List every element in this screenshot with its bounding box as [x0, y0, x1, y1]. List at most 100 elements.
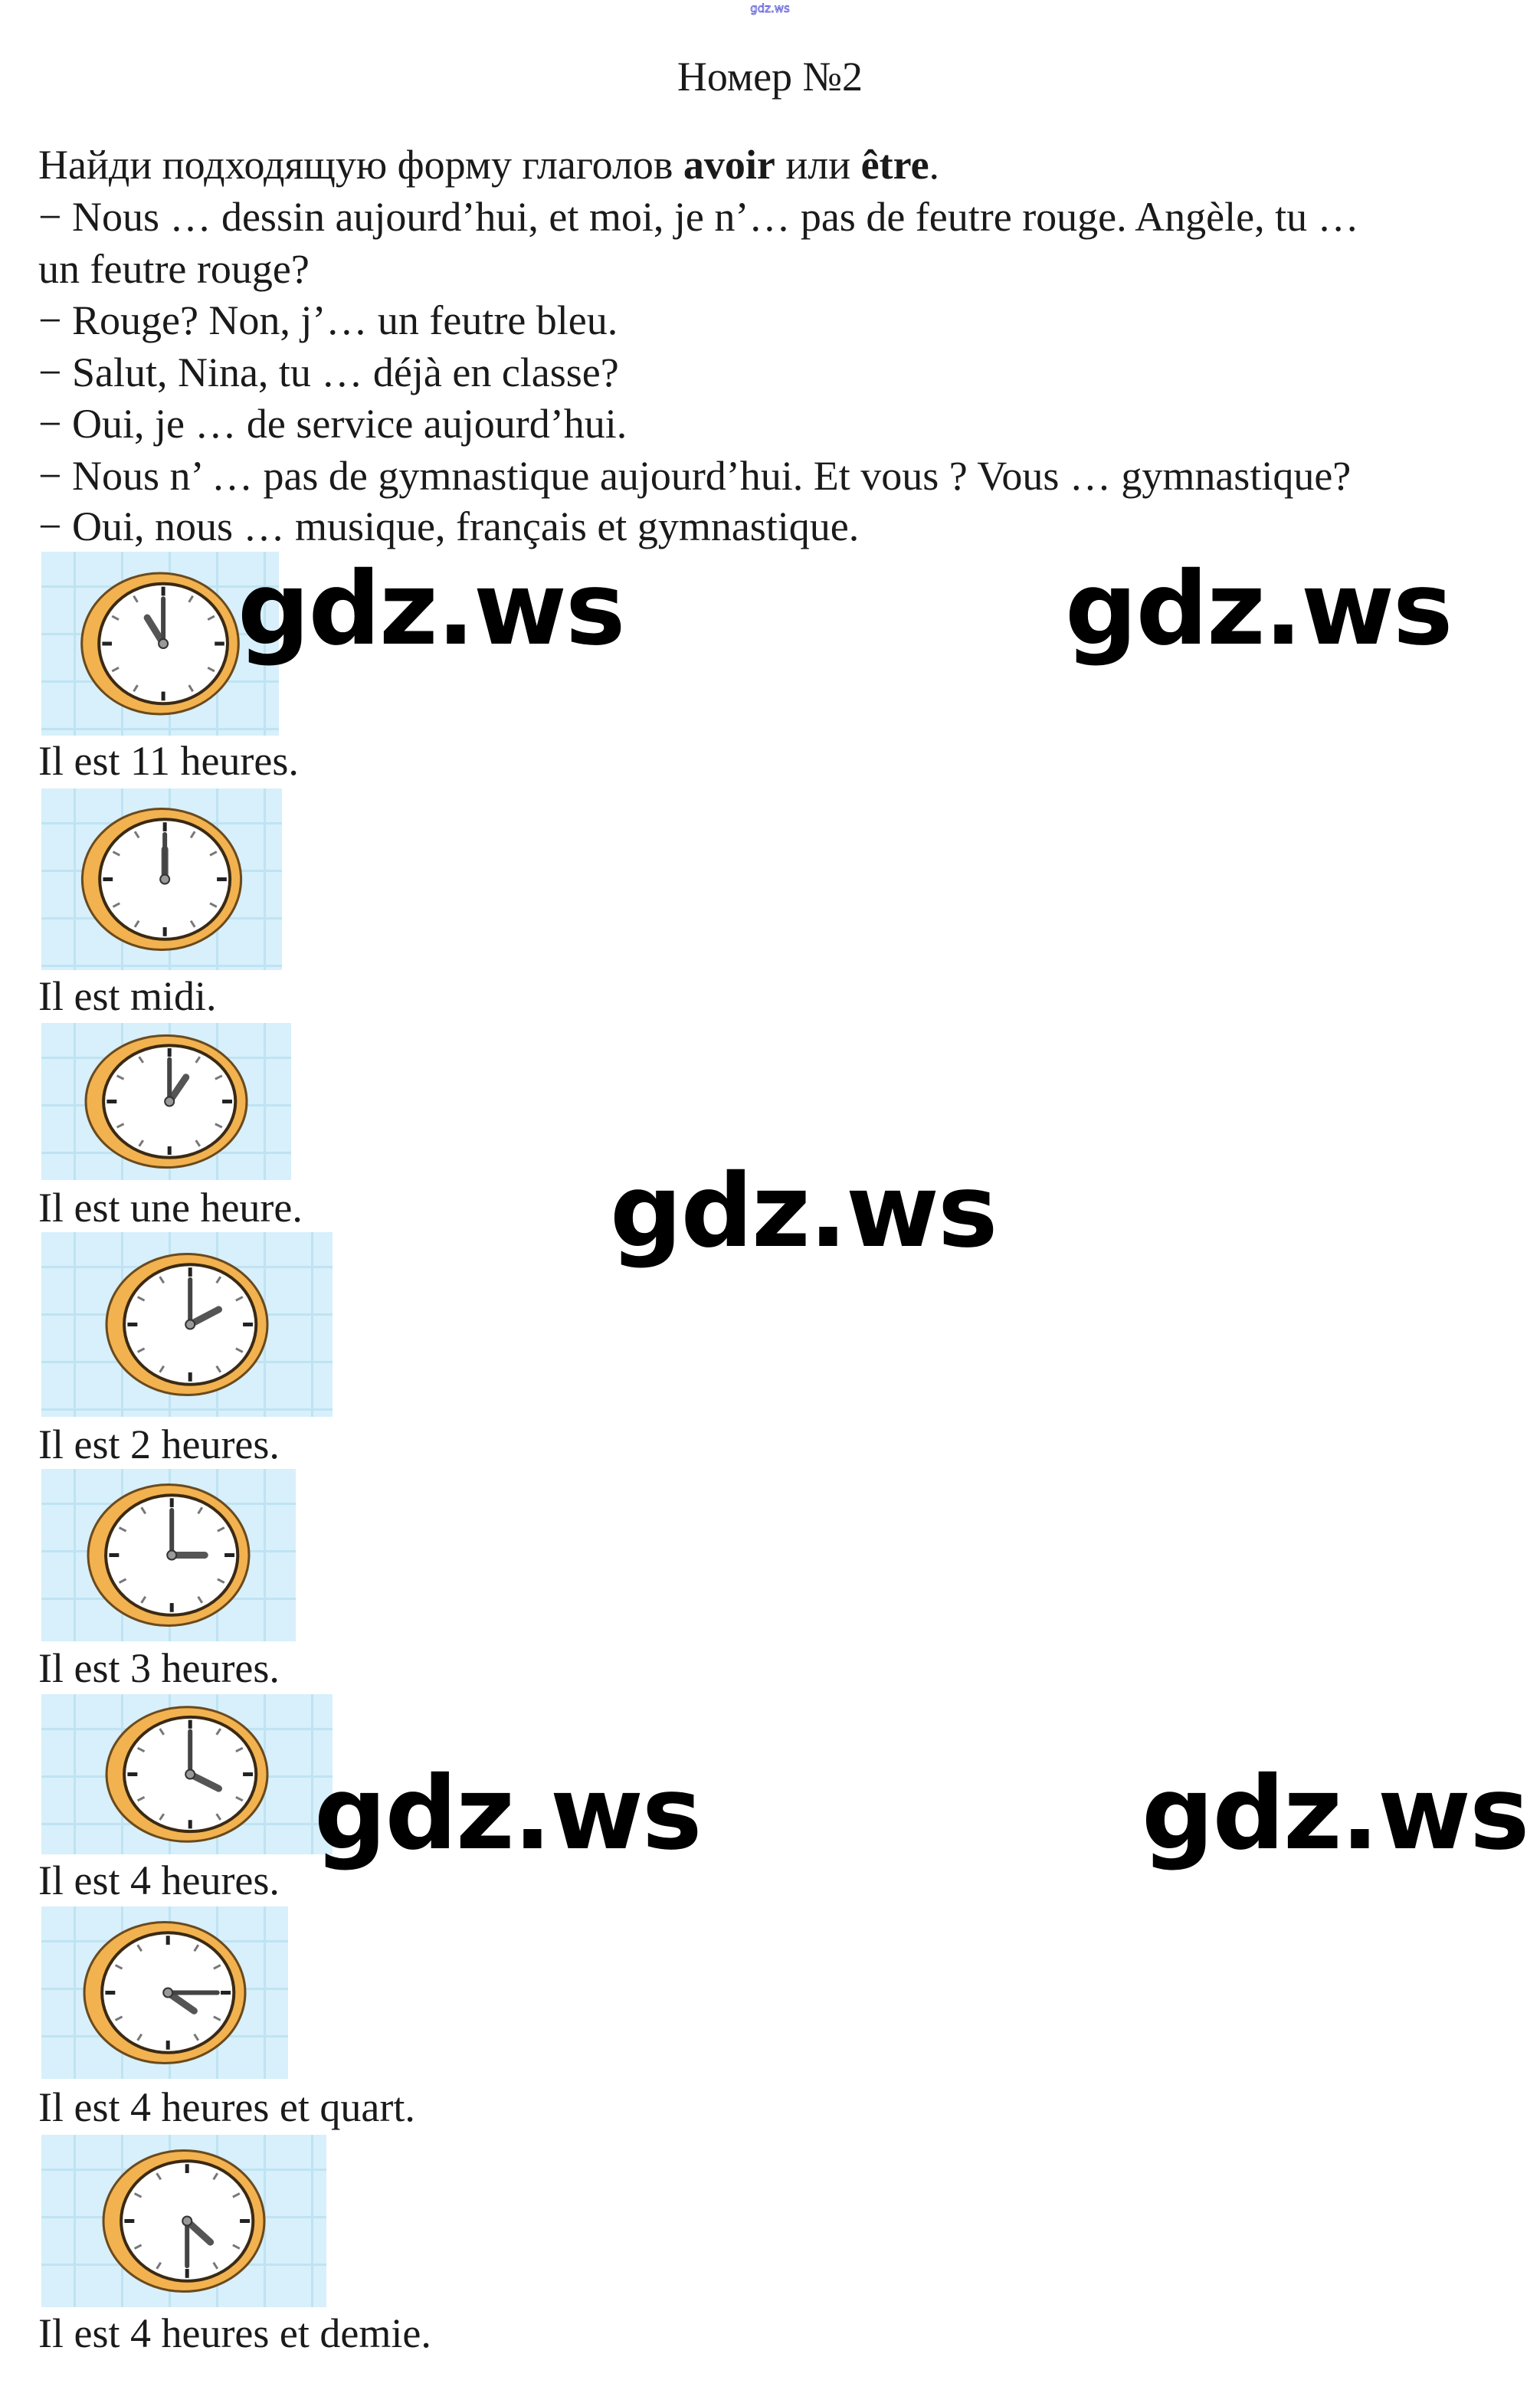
clock-tick: [215, 1276, 222, 1284]
answer-caption: Il est midi.: [38, 973, 217, 1019]
clock-tick: [136, 1347, 146, 1353]
clock-image: [41, 1023, 291, 1180]
watermark: gdz.ws: [238, 550, 625, 668]
clock-tick: [212, 2261, 219, 2270]
clock-tick: [136, 2033, 143, 2041]
answer-caption: Il est 2 heures.: [38, 1421, 280, 1467]
clock-icon: [83, 1921, 247, 2064]
answer-caption: Il est 11 heures.: [38, 738, 299, 784]
clock-tick: [118, 1578, 127, 1584]
clock-tick: [232, 2192, 241, 2198]
clock-center: [159, 874, 171, 885]
clock-tick: [159, 1728, 165, 1736]
clock-tick: [133, 595, 139, 603]
task-instruction: Найди подходящую форму глаголов avoir ил…: [38, 140, 939, 189]
clock-tick: [235, 1347, 244, 1353]
clock-icon: [102, 2149, 266, 2293]
clock-tick: [136, 1944, 143, 1952]
clock-center: [166, 1549, 178, 1561]
clock-tick: [140, 1595, 147, 1604]
clock-center: [164, 1096, 175, 1107]
clock-tick: [133, 2192, 143, 2198]
watermark: gdz.ws: [610, 1152, 998, 1270]
clock-image: [41, 552, 279, 736]
clock-tick: [209, 902, 218, 908]
clock-tick: [235, 1746, 244, 1752]
clock-tick: [207, 615, 215, 621]
clock-tick: [235, 1296, 244, 1302]
clock-tick: [111, 666, 120, 673]
clock-tick: [159, 1813, 165, 1821]
clock-tick: [193, 2033, 200, 2041]
clock-tick: [197, 1595, 204, 1604]
answer-caption: Il est 4 heures et quart.: [38, 2084, 415, 2130]
task-prefix: Найди подходящую форму глаголов: [38, 142, 683, 188]
verb-etre: être: [860, 142, 929, 188]
answer-caption: Il est une heure.: [38, 1185, 303, 1231]
dialogue-line: − Nous … dessin aujourd’hui, et moi, je …: [38, 194, 1359, 240]
clock-tick: [207, 666, 215, 673]
clock-icon: [87, 1483, 251, 1627]
clock-tick: [212, 2172, 219, 2181]
clock-tick: [197, 1506, 204, 1515]
clock-tick: [215, 1728, 222, 1736]
clock-tick: [195, 1139, 202, 1147]
clock-tick: [156, 2261, 162, 2270]
clock-tick: [156, 2172, 162, 2181]
dialogue-line: − Salut, Nina, tu … déjà en classe?: [38, 349, 619, 395]
clock-tick: [159, 1276, 165, 1284]
dialogue-line: − Nous n’ … pas de gymnastique aujourd’h…: [38, 453, 1352, 499]
clock-icon: [105, 1706, 269, 1843]
clock-image: [41, 788, 282, 970]
clock-tick: [136, 1746, 146, 1752]
clock-tick: [189, 920, 196, 928]
clock-tick: [235, 1796, 244, 1802]
clock-tick: [217, 1578, 225, 1584]
clock-tick: [188, 595, 194, 603]
hour-hand: [186, 1306, 222, 1328]
task-middle: или: [775, 142, 861, 188]
clock-tick: [133, 684, 139, 693]
clock-icon: [84, 1034, 248, 1169]
clock-image: [41, 1232, 333, 1417]
clock-image: [41, 1469, 296, 1641]
clock-tick: [114, 1964, 123, 1970]
watermark: gdz.ws: [314, 1755, 702, 1873]
clock-tick: [215, 1074, 223, 1080]
clock-tick: [116, 1123, 125, 1129]
clock-icon: [80, 808, 243, 951]
clock-center: [158, 638, 169, 649]
task-suffix: .: [929, 142, 940, 188]
answer-caption: Il est 4 heures.: [38, 1857, 280, 1903]
clock-tick: [112, 902, 120, 908]
clock-tick: [189, 831, 196, 839]
clock-tick: [116, 1074, 125, 1080]
clock-tick: [133, 920, 140, 928]
clock-image: [41, 2135, 326, 2307]
clock-image: [41, 1694, 333, 1854]
clock-tick: [215, 1813, 222, 1821]
clock-tick: [217, 1526, 225, 1533]
page-title: Номер №2: [677, 54, 863, 100]
clock-tick: [136, 1796, 146, 1802]
clock-tick: [118, 1526, 127, 1533]
clock-tick: [215, 1365, 222, 1373]
clock-tick: [213, 2015, 221, 2021]
dialogue-line: − Rouge? Non, j’… un feutre bleu.: [38, 297, 618, 343]
clock-tick: [195, 1056, 202, 1064]
clock-tick: [133, 831, 140, 839]
top-watermark: gdz.ws: [750, 2, 790, 16]
clock-icon: [105, 1253, 269, 1396]
watermark: gdz.ws: [1142, 1755, 1529, 1873]
clock-tick: [193, 1944, 200, 1952]
clock-image: [41, 1906, 288, 2079]
clock-tick: [138, 1056, 145, 1064]
clock-tick: [136, 1296, 146, 1302]
clock-center: [182, 2215, 193, 2227]
clock-tick: [188, 684, 194, 693]
watermark: gdz.ws: [1065, 550, 1453, 668]
clock-tick: [215, 1123, 223, 1129]
dialogue-line: − Oui, nous … musique, français et gymna…: [38, 503, 860, 549]
clock-tick: [114, 2015, 123, 2021]
clock-tick: [213, 1964, 221, 1970]
